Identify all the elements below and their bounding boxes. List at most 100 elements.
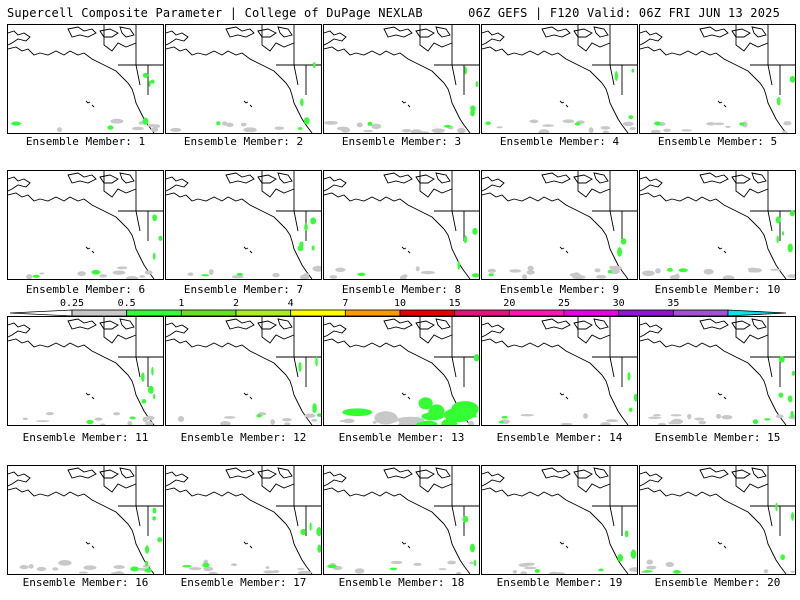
scp-area-gray bbox=[110, 118, 124, 124]
scp-area-gray bbox=[605, 419, 619, 423]
scp-area-gray bbox=[401, 129, 412, 133]
scp-area-green bbox=[739, 122, 745, 126]
map-panel bbox=[8, 317, 163, 425]
ensemble-member-label: Ensemble Member: 16 bbox=[22, 576, 149, 589]
scp-area-gray bbox=[716, 413, 722, 419]
ensemble-panel bbox=[481, 24, 638, 134]
scp-area-gray bbox=[583, 413, 589, 419]
scp-area-gray bbox=[116, 266, 128, 270]
scp-area-green bbox=[312, 61, 316, 69]
scp-area-gray bbox=[336, 126, 349, 131]
ensemble-panel bbox=[165, 24, 322, 134]
scp-area-green bbox=[443, 124, 452, 128]
scp-area-gray bbox=[629, 126, 637, 130]
scp-area-gray bbox=[594, 268, 601, 273]
scp-area-gray bbox=[35, 420, 50, 423]
scp-area-green bbox=[300, 528, 306, 536]
scp-area-green bbox=[297, 127, 303, 130]
scp-area-green bbox=[312, 403, 317, 414]
map-panel bbox=[640, 466, 795, 574]
scp-area-gray bbox=[304, 413, 316, 418]
scp-area-gray bbox=[243, 127, 257, 133]
scp-area-green bbox=[148, 80, 151, 88]
scp-area-gray bbox=[703, 268, 714, 275]
scp-area-green bbox=[91, 269, 101, 275]
colorbar-segment bbox=[672, 309, 729, 317]
scp-area-gray bbox=[19, 564, 29, 570]
scp-area-green bbox=[463, 235, 468, 244]
colorbar-segment bbox=[71, 309, 128, 317]
scp-area-green bbox=[317, 544, 321, 553]
scp-area-green bbox=[310, 217, 317, 225]
scp-area-gray bbox=[226, 122, 234, 128]
ensemble-panel bbox=[323, 316, 480, 426]
colorbar-tick-label: 10 bbox=[393, 298, 407, 309]
ensemble-panel bbox=[323, 465, 480, 575]
ensemble-panel bbox=[639, 170, 796, 280]
scp-area-gray bbox=[57, 127, 63, 133]
scp-area-green bbox=[633, 393, 637, 402]
scp-area-gray bbox=[240, 122, 247, 127]
ensemble-panel bbox=[7, 170, 164, 280]
map-panel bbox=[640, 25, 795, 133]
scp-area-green bbox=[790, 410, 794, 419]
ensemble-member-label: Ensemble Member: 13 bbox=[338, 431, 465, 444]
scp-area-gray bbox=[303, 272, 310, 277]
scp-area-gray bbox=[177, 416, 185, 423]
scp-area-gray bbox=[512, 569, 517, 574]
scp-area-green bbox=[789, 75, 795, 83]
scp-area-green bbox=[607, 270, 613, 274]
scp-area-green bbox=[327, 564, 337, 569]
scp-area-green bbox=[678, 268, 688, 273]
scp-area-gray bbox=[329, 275, 338, 279]
ensemble-panel bbox=[639, 465, 796, 575]
scp-area-green bbox=[617, 554, 624, 562]
scp-area-gray bbox=[83, 565, 97, 570]
scp-area-green bbox=[778, 392, 784, 398]
scp-area-gray bbox=[648, 416, 662, 420]
colorbar-tick-label: 25 bbox=[557, 298, 571, 309]
scp-area-gray bbox=[521, 274, 528, 279]
scp-area-gray bbox=[356, 122, 363, 128]
scp-area-gray bbox=[52, 567, 59, 571]
scp-area-gray bbox=[142, 564, 151, 568]
scp-area-gray bbox=[343, 418, 355, 424]
scp-area-green bbox=[787, 243, 793, 253]
scp-area-green bbox=[791, 370, 795, 376]
scp-area-green bbox=[236, 272, 243, 276]
scp-area-gray bbox=[642, 270, 655, 277]
scp-area-green bbox=[152, 507, 157, 514]
scp-area-gray bbox=[652, 414, 661, 417]
scp-area-green bbox=[309, 522, 312, 531]
scp-area-gray bbox=[114, 571, 124, 574]
scp-area-gray bbox=[520, 571, 528, 574]
scp-area-gray bbox=[748, 270, 761, 273]
scp-area-gray bbox=[22, 417, 28, 421]
scp-area-gray bbox=[208, 269, 214, 275]
scp-area-green bbox=[654, 121, 661, 126]
colorbar-tick-label: 30 bbox=[612, 298, 625, 309]
scp-area-gray bbox=[646, 559, 654, 565]
scp-area-gray bbox=[775, 414, 784, 419]
scp-area-green bbox=[144, 568, 152, 573]
scp-area-green bbox=[788, 395, 793, 403]
scp-area-green bbox=[153, 393, 156, 400]
scp-area-gray bbox=[78, 571, 88, 574]
scp-area-gray bbox=[509, 269, 522, 273]
scp-area-gray bbox=[187, 272, 194, 276]
scp-area-gray bbox=[150, 127, 159, 132]
map-panel bbox=[166, 466, 321, 574]
scp-area-gray bbox=[527, 265, 534, 271]
ensemble-member-label: Ensemble Member: 6 bbox=[25, 283, 146, 296]
map-panel bbox=[482, 25, 637, 133]
scp-area-gray bbox=[362, 129, 373, 133]
scp-area-gray bbox=[542, 124, 555, 127]
scp-area-green bbox=[316, 527, 321, 537]
scp-area-gray bbox=[487, 268, 497, 273]
colorbar-tick-label: 20 bbox=[503, 298, 516, 309]
scp-area-gray bbox=[596, 274, 607, 279]
scp-area-gray bbox=[602, 130, 609, 133]
scp-area-green bbox=[776, 235, 779, 244]
scp-area-green bbox=[642, 570, 653, 573]
colorbar-tick-label: 2 bbox=[232, 298, 240, 309]
